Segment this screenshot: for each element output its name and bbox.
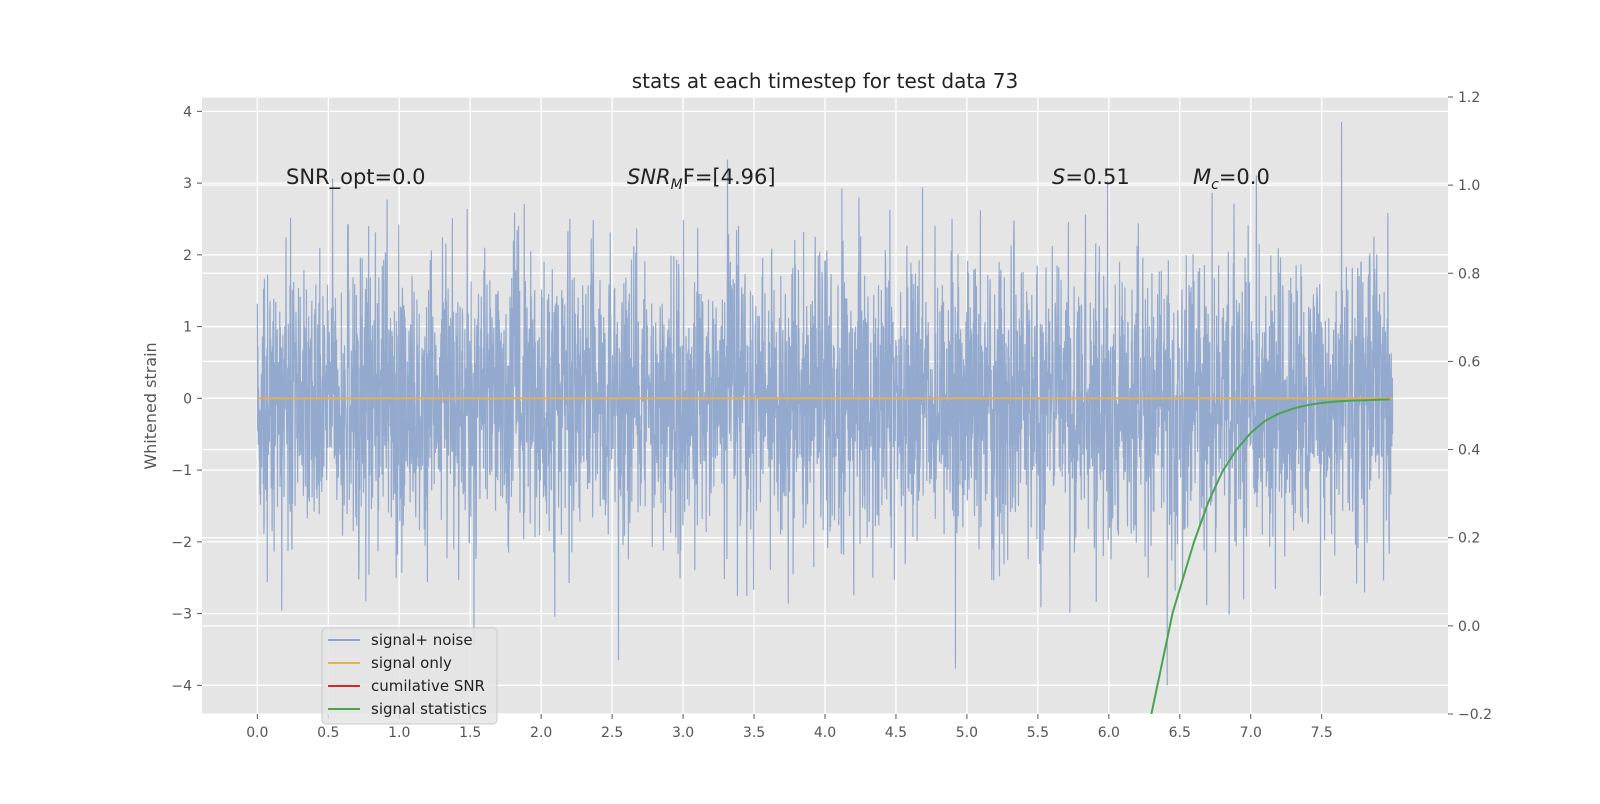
y2-tick-label: 1.2 <box>1458 90 1480 106</box>
y2-tick-label: 1.0 <box>1458 178 1480 194</box>
x-tick-label: 7.0 <box>1240 725 1262 741</box>
x-tick-label: 2.5 <box>601 725 623 741</box>
annotation-snr-mf-main: SNR <box>627 165 671 189</box>
legend-label-signal-only: signal only <box>371 654 452 672</box>
annotation-snr-opt: SNR_opt=0.0 <box>286 165 426 190</box>
y-tick-label: −4 <box>171 678 192 694</box>
y2-tick-label: 0.8 <box>1458 266 1480 282</box>
annotation-snr-mf: SNRMF=[4.96] <box>627 165 776 193</box>
y2-tick-label: −0.2 <box>1458 707 1492 723</box>
annotation-snr-mf-rest: F=[4.96] <box>683 165 776 189</box>
x-tick-label: 6.0 <box>1098 725 1120 741</box>
annotation-mc: Mc=0.0 <box>1193 165 1270 193</box>
chart-title: stats at each timestep for test data 73 <box>632 69 1018 93</box>
x-tick-label: 2.0 <box>530 725 552 741</box>
legend-label-cumulative-snr: cumilative SNR <box>371 677 485 695</box>
y-tick-label: 0 <box>183 391 192 407</box>
x-tick-label: 1.5 <box>459 725 481 741</box>
y-tick-label: 2 <box>183 248 192 264</box>
x-tick-label: 7.5 <box>1311 725 1333 741</box>
x-tick-label: 3.5 <box>743 725 765 741</box>
y-tick-label: −2 <box>171 535 192 551</box>
x-tick-label: 1.0 <box>388 725 410 741</box>
y-tick-label: 1 <box>183 320 192 336</box>
y2-tick-label: 0.4 <box>1458 443 1480 459</box>
annotation-s-main: S <box>1052 165 1065 189</box>
x-tick-label: 6.5 <box>1169 725 1191 741</box>
series-layer <box>256 122 1394 714</box>
annotation-s: S=0.51 <box>1052 165 1130 189</box>
annotations: SNR_opt=0.0 SNRMF=[4.96] S=0.51 Mc=0.0 <box>286 165 1270 193</box>
y-tick-label: −1 <box>171 463 192 479</box>
y2-tick-label: 0.0 <box>1458 619 1480 635</box>
series-signal-noise <box>256 122 1394 686</box>
x-tick-label: 4.5 <box>885 725 907 741</box>
legend-label-signal-statistics: signal statistics <box>371 700 487 718</box>
legend: signal+ noise signal only cumilative SNR… <box>321 627 498 725</box>
series-signal-statistics <box>1150 398 1390 714</box>
y-axis-label: Whitened strain <box>141 342 160 469</box>
y2-tick-label: 0.2 <box>1458 531 1480 547</box>
y2-tick-label: 0.6 <box>1458 354 1480 370</box>
x-tick-label: 5.0 <box>956 725 978 741</box>
x-tick-label: 5.5 <box>1027 725 1049 741</box>
x-tick-label: 3.0 <box>672 725 694 741</box>
axes-layer: 0.0 0.5 1.0 1.5 2.0 2.5 3.0 3.5 4.0 4.5 5.0 5.5 6.0 6… <box>171 90 1492 741</box>
x-tick-label: 0.5 <box>317 725 339 741</box>
x-tick-label: 4.0 <box>814 725 836 741</box>
annotation-mc-rest: =0.0 <box>1219 165 1270 189</box>
legend-label-signal-noise: signal+ noise <box>371 631 473 649</box>
x-tick-label: 0.0 <box>246 725 268 741</box>
annotation-s-rest: =0.51 <box>1065 165 1129 189</box>
annotation-mc-sub: c <box>1211 177 1219 193</box>
annotation-snr-mf-sub: M <box>671 177 683 193</box>
y-tick-label: −3 <box>171 607 192 623</box>
y-tick-label: 4 <box>183 104 192 120</box>
annotation-mc-main: M <box>1193 165 1211 189</box>
y-tick-label: 3 <box>183 176 192 192</box>
legend-box <box>321 627 498 725</box>
